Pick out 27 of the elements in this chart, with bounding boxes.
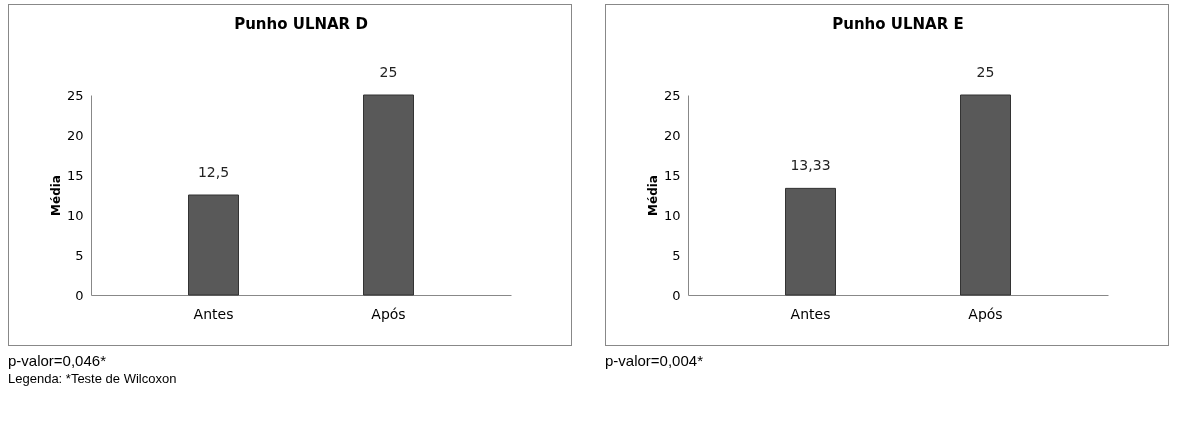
y-tick-label: 10 — [663, 207, 681, 223]
x-tick-label: Antes — [193, 305, 234, 322]
y-tick-label: 10 — [66, 207, 84, 223]
data-label: 13,33 — [790, 157, 831, 174]
text: Legenda: *Teste de Wilcoxon — [8, 371, 178, 386]
data-label: 25 — [379, 64, 398, 80]
y-tick-label: 25 — [663, 87, 681, 103]
text: p-valor=0,046* — [8, 352, 107, 369]
x-tick-label: Após — [371, 305, 406, 322]
data-label: 12,5 — [197, 164, 230, 180]
chart-title: Punho ULNAR E — [832, 15, 964, 33]
x-tick-label: Antes — [790, 305, 831, 322]
y-tick-label: 0 — [75, 287, 84, 303]
y-axis-title: Média — [645, 175, 660, 216]
y-tick-label: 15 — [663, 167, 681, 183]
chart-title: Punho ULNAR D — [234, 15, 368, 33]
y-axis-title: Média — [48, 175, 63, 216]
y-tick-label: 5 — [672, 247, 681, 263]
y-tick-label: 20 — [663, 127, 681, 143]
y-tick-label: 25 — [66, 87, 84, 103]
y-tick-label: 5 — [75, 247, 84, 263]
text: p-valor=0,004* — [605, 352, 704, 369]
y-tick-label: 0 — [672, 287, 681, 303]
x-tick-label: Após — [968, 305, 1003, 322]
y-tick-label: 20 — [66, 127, 84, 143]
data-label: 25 — [976, 64, 995, 80]
y-tick-label: 15 — [66, 167, 84, 183]
